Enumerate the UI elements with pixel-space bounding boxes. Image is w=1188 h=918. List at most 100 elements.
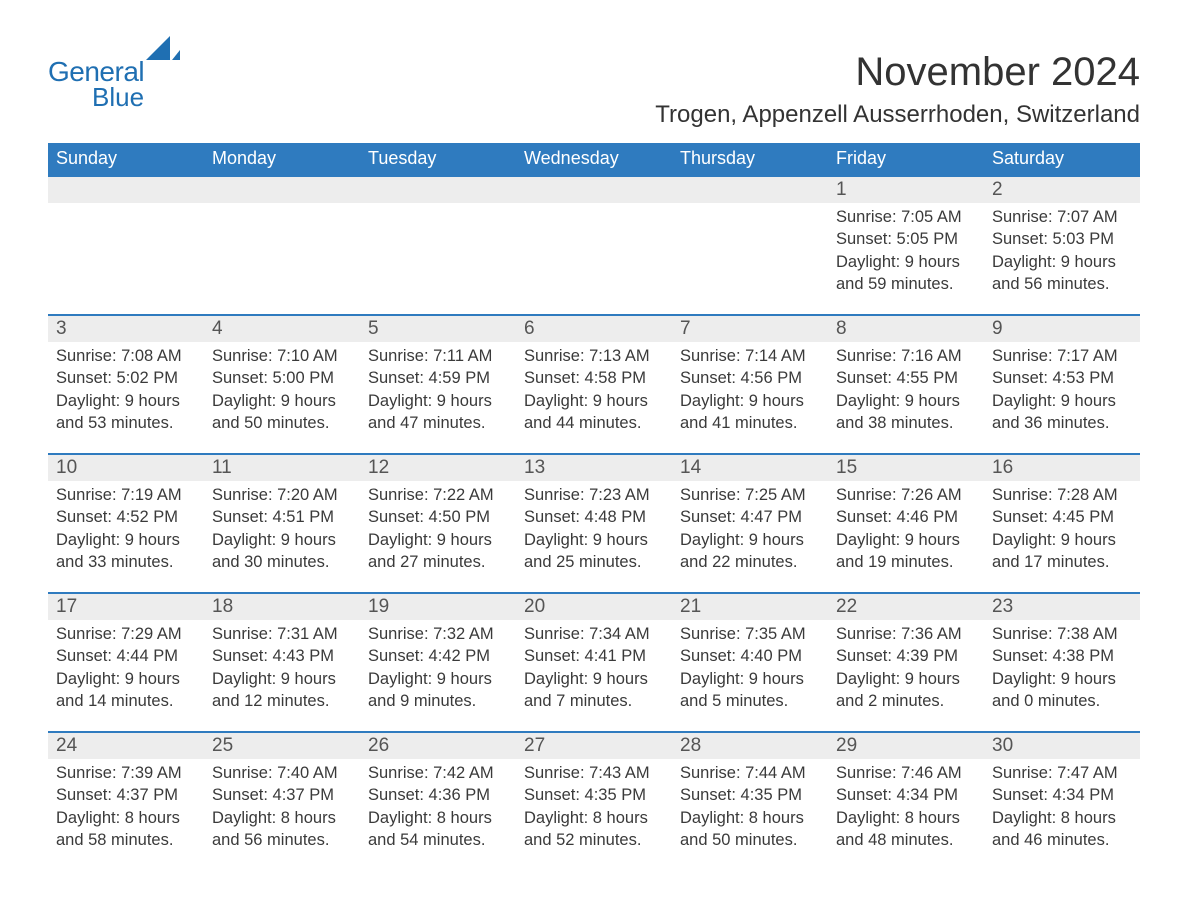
day-detail: Sunrise: 7:19 AMSunset: 4:52 PMDaylight:… bbox=[48, 481, 204, 593]
day-detail: Sunrise: 7:23 AMSunset: 4:48 PMDaylight:… bbox=[516, 481, 672, 593]
empty-day bbox=[204, 176, 360, 203]
day-sunset: Sunset: 5:02 PM bbox=[56, 367, 196, 389]
day-number: 4 bbox=[204, 315, 360, 342]
day-sunset: Sunset: 4:42 PM bbox=[368, 645, 508, 667]
day-d1: Daylight: 9 hours bbox=[836, 251, 976, 273]
day-detail: Sunrise: 7:29 AMSunset: 4:44 PMDaylight:… bbox=[48, 620, 204, 732]
day-detail: Sunrise: 7:47 AMSunset: 4:34 PMDaylight:… bbox=[984, 759, 1140, 871]
day-sunset: Sunset: 4:41 PM bbox=[524, 645, 664, 667]
day-sunrise: Sunrise: 7:26 AM bbox=[836, 484, 976, 506]
day-detail: Sunrise: 7:17 AMSunset: 4:53 PMDaylight:… bbox=[984, 342, 1140, 454]
day-d1: Daylight: 9 hours bbox=[56, 390, 196, 412]
day-d2: and 33 minutes. bbox=[56, 551, 196, 573]
day-number: 24 bbox=[48, 732, 204, 759]
day-d2: and 56 minutes. bbox=[992, 273, 1132, 295]
day-number: 15 bbox=[828, 454, 984, 481]
day-d1: Daylight: 9 hours bbox=[680, 390, 820, 412]
day-number: 26 bbox=[360, 732, 516, 759]
day-d2: and 46 minutes. bbox=[992, 829, 1132, 851]
day-d1: Daylight: 8 hours bbox=[680, 807, 820, 829]
day-d1: Daylight: 8 hours bbox=[56, 807, 196, 829]
day-sunset: Sunset: 4:37 PM bbox=[56, 784, 196, 806]
day-d1: Daylight: 9 hours bbox=[992, 390, 1132, 412]
day-sunrise: Sunrise: 7:34 AM bbox=[524, 623, 664, 645]
day-sunset: Sunset: 4:43 PM bbox=[212, 645, 352, 667]
day-d2: and 36 minutes. bbox=[992, 412, 1132, 434]
weekday-header: Friday bbox=[828, 143, 984, 176]
day-detail: Sunrise: 7:28 AMSunset: 4:45 PMDaylight:… bbox=[984, 481, 1140, 593]
empty-day-detail bbox=[204, 203, 360, 315]
day-d2: and 9 minutes. bbox=[368, 690, 508, 712]
day-d2: and 25 minutes. bbox=[524, 551, 664, 573]
week-detail-row: Sunrise: 7:39 AMSunset: 4:37 PMDaylight:… bbox=[48, 759, 1140, 871]
day-number: 3 bbox=[48, 315, 204, 342]
day-detail: Sunrise: 7:16 AMSunset: 4:55 PMDaylight:… bbox=[828, 342, 984, 454]
day-number: 23 bbox=[984, 593, 1140, 620]
day-d2: and 17 minutes. bbox=[992, 551, 1132, 573]
day-number: 29 bbox=[828, 732, 984, 759]
day-d1: Daylight: 8 hours bbox=[368, 807, 508, 829]
day-sunrise: Sunrise: 7:16 AM bbox=[836, 345, 976, 367]
day-sunrise: Sunrise: 7:43 AM bbox=[524, 762, 664, 784]
weekday-header: Sunday bbox=[48, 143, 204, 176]
empty-day bbox=[516, 176, 672, 203]
weekday-header: Saturday bbox=[984, 143, 1140, 176]
day-d2: and 22 minutes. bbox=[680, 551, 820, 573]
day-sunrise: Sunrise: 7:08 AM bbox=[56, 345, 196, 367]
day-d2: and 5 minutes. bbox=[680, 690, 820, 712]
day-number: 27 bbox=[516, 732, 672, 759]
day-sunrise: Sunrise: 7:47 AM bbox=[992, 762, 1132, 784]
empty-day bbox=[672, 176, 828, 203]
day-sunrise: Sunrise: 7:13 AM bbox=[524, 345, 664, 367]
day-detail: Sunrise: 7:40 AMSunset: 4:37 PMDaylight:… bbox=[204, 759, 360, 871]
logo-sail-icon bbox=[146, 36, 180, 66]
day-d1: Daylight: 9 hours bbox=[836, 668, 976, 690]
day-detail: Sunrise: 7:32 AMSunset: 4:42 PMDaylight:… bbox=[360, 620, 516, 732]
day-d1: Daylight: 9 hours bbox=[992, 251, 1132, 273]
day-sunrise: Sunrise: 7:05 AM bbox=[836, 206, 976, 228]
day-detail: Sunrise: 7:08 AMSunset: 5:02 PMDaylight:… bbox=[48, 342, 204, 454]
day-d2: and 30 minutes. bbox=[212, 551, 352, 573]
day-d1: Daylight: 8 hours bbox=[524, 807, 664, 829]
day-d1: Daylight: 9 hours bbox=[368, 668, 508, 690]
day-d1: Daylight: 9 hours bbox=[992, 668, 1132, 690]
day-sunset: Sunset: 4:50 PM bbox=[368, 506, 508, 528]
day-d1: Daylight: 8 hours bbox=[836, 807, 976, 829]
day-sunrise: Sunrise: 7:17 AM bbox=[992, 345, 1132, 367]
day-sunrise: Sunrise: 7:32 AM bbox=[368, 623, 508, 645]
day-sunrise: Sunrise: 7:44 AM bbox=[680, 762, 820, 784]
day-sunset: Sunset: 4:59 PM bbox=[368, 367, 508, 389]
day-detail: Sunrise: 7:44 AMSunset: 4:35 PMDaylight:… bbox=[672, 759, 828, 871]
day-detail: Sunrise: 7:11 AMSunset: 4:59 PMDaylight:… bbox=[360, 342, 516, 454]
day-d1: Daylight: 9 hours bbox=[524, 390, 664, 412]
day-sunset: Sunset: 4:39 PM bbox=[836, 645, 976, 667]
day-sunrise: Sunrise: 7:35 AM bbox=[680, 623, 820, 645]
day-d1: Daylight: 9 hours bbox=[212, 668, 352, 690]
weekday-header-row: SundayMondayTuesdayWednesdayThursdayFrid… bbox=[48, 143, 1140, 176]
day-sunset: Sunset: 4:48 PM bbox=[524, 506, 664, 528]
day-sunrise: Sunrise: 7:40 AM bbox=[212, 762, 352, 784]
day-d1: Daylight: 9 hours bbox=[368, 390, 508, 412]
day-detail: Sunrise: 7:46 AMSunset: 4:34 PMDaylight:… bbox=[828, 759, 984, 871]
day-number: 11 bbox=[204, 454, 360, 481]
day-number: 18 bbox=[204, 593, 360, 620]
day-detail: Sunrise: 7:10 AMSunset: 5:00 PMDaylight:… bbox=[204, 342, 360, 454]
location-subtitle: Trogen, Appenzell Ausserrhoden, Switzerl… bbox=[655, 101, 1140, 129]
day-d2: and 53 minutes. bbox=[56, 412, 196, 434]
day-sunset: Sunset: 4:38 PM bbox=[992, 645, 1132, 667]
day-detail: Sunrise: 7:43 AMSunset: 4:35 PMDaylight:… bbox=[516, 759, 672, 871]
day-sunset: Sunset: 4:35 PM bbox=[680, 784, 820, 806]
day-sunrise: Sunrise: 7:38 AM bbox=[992, 623, 1132, 645]
day-sunset: Sunset: 4:55 PM bbox=[836, 367, 976, 389]
day-sunset: Sunset: 4:40 PM bbox=[680, 645, 820, 667]
day-d1: Daylight: 9 hours bbox=[680, 668, 820, 690]
day-d2: and 19 minutes. bbox=[836, 551, 976, 573]
day-detail: Sunrise: 7:42 AMSunset: 4:36 PMDaylight:… bbox=[360, 759, 516, 871]
day-detail: Sunrise: 7:20 AMSunset: 4:51 PMDaylight:… bbox=[204, 481, 360, 593]
day-number: 5 bbox=[360, 315, 516, 342]
week-detail-row: Sunrise: 7:08 AMSunset: 5:02 PMDaylight:… bbox=[48, 342, 1140, 454]
day-d1: Daylight: 8 hours bbox=[212, 807, 352, 829]
day-detail: Sunrise: 7:07 AMSunset: 5:03 PMDaylight:… bbox=[984, 203, 1140, 315]
day-sunset: Sunset: 4:37 PM bbox=[212, 784, 352, 806]
month-title: November 2024 bbox=[655, 50, 1140, 95]
